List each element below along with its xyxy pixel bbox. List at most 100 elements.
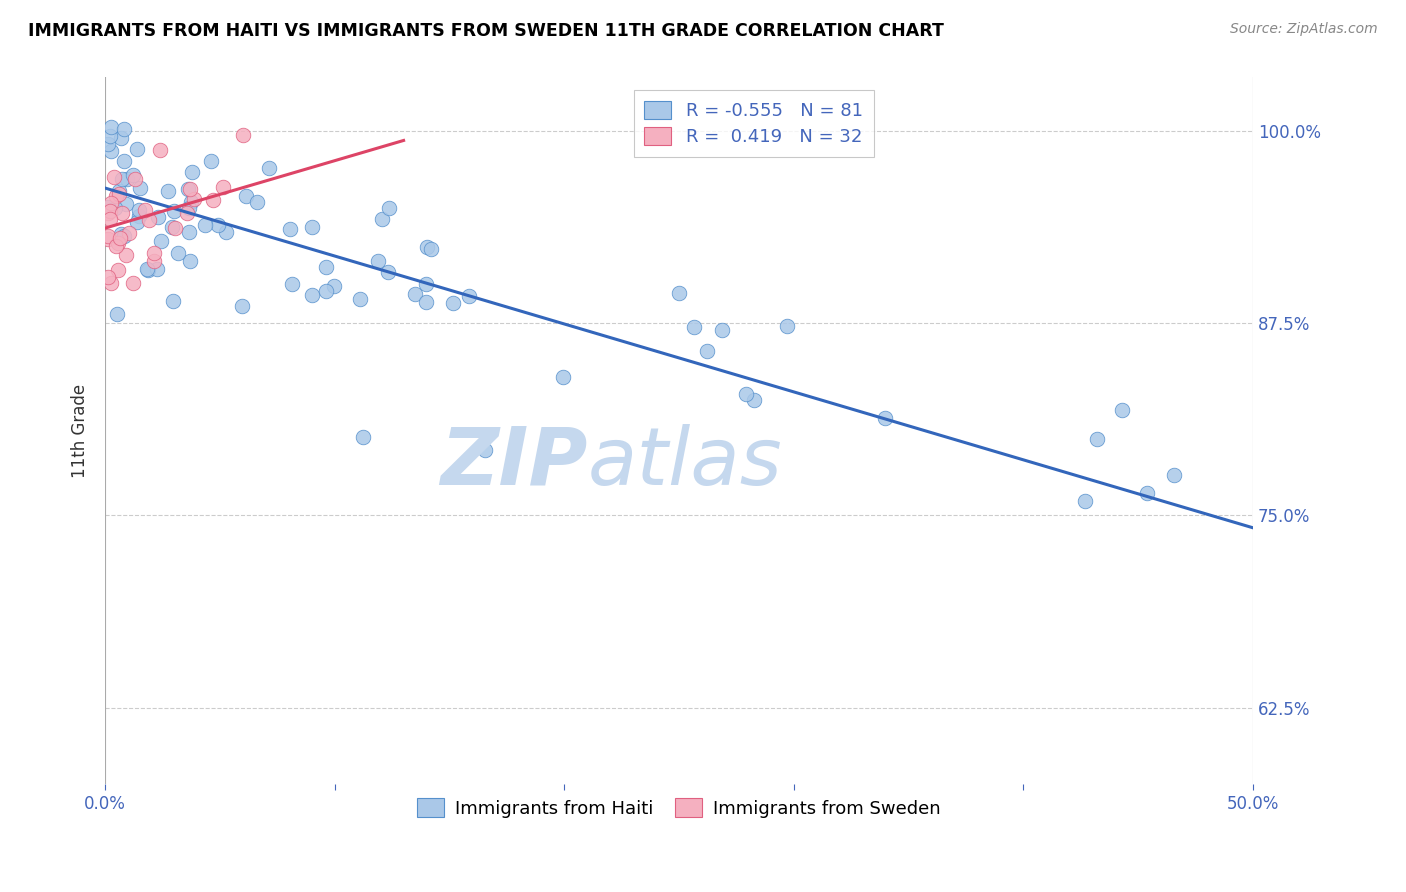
Point [683, 319, 706, 334]
Point [136, 263, 159, 277]
Point [111, 205, 134, 219]
Point [143, 253, 166, 268]
Point [148, 211, 170, 225]
Point [160, 220, 183, 235]
Point [207, 218, 229, 232]
Point [349, 292, 371, 306]
Point [315, 284, 337, 298]
Point [166, 246, 188, 260]
Point [122, 276, 145, 290]
Point [710, 323, 733, 337]
Point [1085, 432, 1108, 446]
Point [177, 201, 200, 215]
Point [108, 187, 131, 202]
Point [180, 194, 202, 209]
Point [125, 215, 148, 229]
Text: ZIP: ZIP [440, 424, 588, 501]
Point [98, 212, 121, 227]
Point [201, 193, 224, 207]
Point [734, 387, 756, 401]
Point [107, 263, 129, 277]
Point [231, 299, 253, 313]
Point [416, 239, 439, 253]
Point [134, 202, 156, 217]
Text: IMMIGRANTS FROM HAITI VS IMMIGRANTS FROM SWEDEN 11TH GRADE CORRELATION CHART: IMMIGRANTS FROM HAITI VS IMMIGRANTS FROM… [28, 22, 943, 40]
Point [367, 253, 389, 268]
Point [98, 128, 121, 143]
Point [378, 201, 401, 215]
Point [98, 204, 121, 219]
Point [110, 131, 132, 145]
Point [125, 142, 148, 156]
Point [176, 205, 198, 219]
Point [108, 231, 131, 245]
Point [696, 343, 718, 358]
Point [105, 307, 128, 321]
Point [458, 289, 481, 303]
Point [322, 279, 344, 293]
Point [873, 411, 896, 425]
Point [121, 169, 143, 183]
Point [235, 188, 257, 202]
Point [177, 225, 200, 239]
Point [150, 234, 173, 248]
Point [301, 288, 323, 302]
Point [112, 122, 135, 136]
Point [114, 197, 136, 211]
Point [162, 294, 184, 309]
Point [100, 277, 122, 291]
Point [104, 189, 127, 203]
Point [108, 184, 131, 198]
Point [96, 229, 118, 244]
Point [1073, 493, 1095, 508]
Point [105, 238, 128, 252]
Point [1163, 467, 1185, 482]
Point [419, 242, 441, 256]
Point [97, 200, 120, 214]
Point [103, 169, 125, 184]
Point [257, 161, 280, 175]
Point [128, 202, 150, 217]
Point [278, 222, 301, 236]
Point [194, 219, 217, 233]
Point [112, 229, 135, 244]
Legend: Immigrants from Haiti, Immigrants from Sweden: Immigrants from Haiti, Immigrants from S… [411, 791, 948, 825]
Point [156, 184, 179, 198]
Point [377, 264, 399, 278]
Point [301, 220, 323, 235]
Point [143, 246, 166, 260]
Point [118, 226, 141, 240]
Point [111, 171, 134, 186]
Point [441, 296, 464, 310]
Point [112, 154, 135, 169]
Point [551, 369, 574, 384]
Point [179, 254, 201, 268]
Point [1136, 486, 1159, 500]
Point [315, 260, 337, 274]
Point [100, 120, 122, 134]
Point [96, 136, 118, 151]
Point [415, 277, 437, 291]
Point [100, 196, 122, 211]
Point [96, 231, 118, 245]
Y-axis label: 11th Grade: 11th Grade [72, 384, 89, 478]
Point [280, 277, 302, 291]
Point [474, 442, 496, 457]
Text: atlas: atlas [588, 424, 782, 501]
Point [128, 210, 150, 224]
Point [115, 172, 138, 186]
Point [415, 295, 437, 310]
Point [215, 225, 238, 239]
Point [96, 205, 118, 219]
Point [352, 430, 374, 444]
Point [110, 227, 132, 241]
Point [165, 221, 187, 235]
Point [179, 182, 201, 196]
Point [744, 393, 766, 408]
Point [96, 270, 118, 285]
Text: Source: ZipAtlas.com: Source: ZipAtlas.com [1230, 22, 1378, 37]
Point [668, 286, 690, 301]
Point [124, 171, 146, 186]
Point [100, 145, 122, 159]
Point [136, 262, 159, 277]
